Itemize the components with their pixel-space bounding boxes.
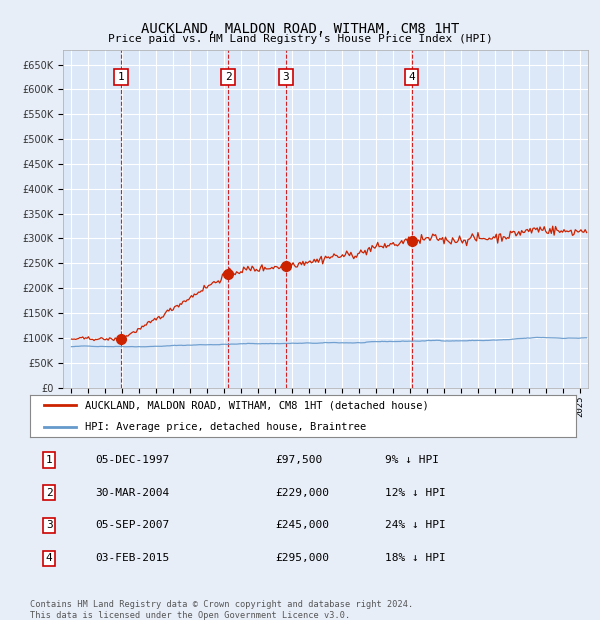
Text: £229,000: £229,000 — [276, 487, 330, 498]
Text: Contains HM Land Registry data © Crown copyright and database right 2024.
This d: Contains HM Land Registry data © Crown c… — [30, 600, 413, 619]
Text: Price paid vs. HM Land Registry's House Price Index (HPI): Price paid vs. HM Land Registry's House … — [107, 34, 493, 44]
Text: AUCKLAND, MALDON ROAD, WITHAM, CM8 1HT (detached house): AUCKLAND, MALDON ROAD, WITHAM, CM8 1HT (… — [85, 401, 428, 410]
Text: 9% ↓ HPI: 9% ↓ HPI — [385, 454, 439, 465]
Text: 03-FEB-2015: 03-FEB-2015 — [95, 553, 170, 564]
Text: 4: 4 — [46, 553, 52, 564]
Text: 12% ↓ HPI: 12% ↓ HPI — [385, 487, 446, 498]
Text: £245,000: £245,000 — [276, 520, 330, 531]
Text: 05-DEC-1997: 05-DEC-1997 — [95, 454, 170, 465]
Text: 3: 3 — [283, 72, 289, 82]
Text: 05-SEP-2007: 05-SEP-2007 — [95, 520, 170, 531]
Text: 1: 1 — [46, 454, 52, 465]
Text: 24% ↓ HPI: 24% ↓ HPI — [385, 520, 446, 531]
Text: HPI: Average price, detached house, Braintree: HPI: Average price, detached house, Brai… — [85, 422, 366, 432]
Text: £97,500: £97,500 — [276, 454, 323, 465]
Text: 1: 1 — [118, 72, 124, 82]
Text: AUCKLAND, MALDON ROAD, WITHAM, CM8 1HT: AUCKLAND, MALDON ROAD, WITHAM, CM8 1HT — [141, 22, 459, 36]
Text: 2: 2 — [46, 487, 52, 498]
Text: 30-MAR-2004: 30-MAR-2004 — [95, 487, 170, 498]
Text: 3: 3 — [46, 520, 52, 531]
Text: 18% ↓ HPI: 18% ↓ HPI — [385, 553, 446, 564]
Text: 4: 4 — [408, 72, 415, 82]
Text: £295,000: £295,000 — [276, 553, 330, 564]
Text: 2: 2 — [225, 72, 232, 82]
